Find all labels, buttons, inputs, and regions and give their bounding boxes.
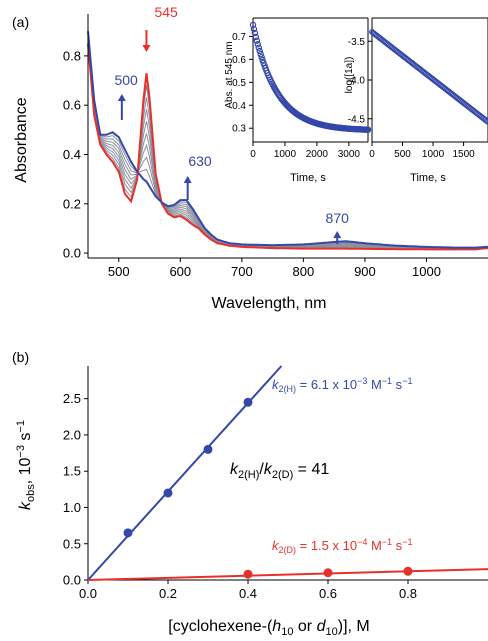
x-tick-label: 800 xyxy=(293,264,315,279)
peak-label-500: 500 xyxy=(114,72,138,88)
spectra-traces xyxy=(87,31,488,251)
x-tick-label: 0.8 xyxy=(399,586,417,601)
x-tick-label: 0.4 xyxy=(239,586,257,601)
x-tick-label: 700 xyxy=(231,264,253,279)
y-tick-label: 0.0 xyxy=(63,246,81,261)
x-tick-label: 500 xyxy=(394,149,411,160)
x-tick-label: 3000 xyxy=(338,149,361,160)
inset2-x-label: Time, s xyxy=(410,172,446,184)
y-tick-label: 1.0 xyxy=(63,500,81,515)
panel-a-axes: 500 600 700 800 900 1000 0.0 0.2 0.4 0.6 0.8 xyxy=(63,14,488,279)
y-tick-label: 0.2 xyxy=(63,196,81,211)
y-tick-label: -4.5 xyxy=(348,114,366,125)
x-tick-label: 1000 xyxy=(412,264,441,279)
panel-a: (a) Absorbance Wavelength, nm 500 600 700 8… xyxy=(12,4,488,312)
panel-b-label: (b) xyxy=(12,349,29,365)
x-tick-label: 0 xyxy=(369,149,375,160)
data-point-k2(D) xyxy=(323,568,333,578)
y-tick-label: 0.6 xyxy=(63,98,81,113)
inset1-point xyxy=(250,25,258,33)
y-tick-label: 1.5 xyxy=(63,464,81,479)
y-tick-label: 2.0 xyxy=(63,427,81,442)
inset1-point xyxy=(255,44,262,51)
data-point-k2(H) xyxy=(123,528,133,538)
inset2-y-label: log([1a]) xyxy=(344,57,355,94)
x-tick-label: 0.6 xyxy=(319,586,337,601)
y-axis-label: Absorbance xyxy=(13,97,30,182)
panel-b-plot: 0.0 0.2 0.4 0.6 0.8 0.0 0.5 1.0 1.5 2.0 2.5 xyxy=(63,365,488,601)
peak-arrow-head xyxy=(183,176,192,183)
inset2-plot: 0 500 1000 1500 -3.5 -4.0 -4.5 xyxy=(348,17,488,160)
peak-label-870: 870 xyxy=(326,210,350,226)
x-axis-label: Wavelength, nm xyxy=(211,295,326,312)
x-tick-label: 0 xyxy=(250,149,256,160)
y-tick-label: -4.0 xyxy=(348,76,366,87)
x-tick-label: 2000 xyxy=(306,149,329,160)
y-tick-label: 0.8 xyxy=(63,48,81,63)
y-tick-label: 0.5 xyxy=(63,536,81,551)
x-axis-label-b: [cyclohexene-(h10 or d10)], M xyxy=(168,618,369,638)
x-tick-label: 0.2 xyxy=(159,586,177,601)
y-tick-label: 0.4 xyxy=(63,147,81,162)
y-tick-label: 2.5 xyxy=(63,391,81,406)
inset1-point xyxy=(249,21,257,29)
inset1-point xyxy=(364,126,372,133)
inset-log-vs-time: log([1a]) Time, s 0 500 1000 1500 -3.5 -4.0 -4… xyxy=(344,17,488,184)
kh-label: k2(H) = 6.1 x 10−3 M−1 s−1 xyxy=(272,376,412,394)
x-tick-label: 600 xyxy=(169,264,191,279)
x-tick-label: 1500 xyxy=(452,149,475,160)
y-tick-label: -3.5 xyxy=(348,37,366,48)
x-tick-label: 0.0 xyxy=(79,586,97,601)
x-tick-label: 900 xyxy=(354,264,376,279)
kd-label: k2(D) = 1.5 x 10−4 M−1 s−1 xyxy=(272,537,412,555)
y-tick-label: 0.3 xyxy=(232,124,246,135)
inset1-point xyxy=(254,41,261,48)
inset1-point xyxy=(258,53,265,61)
inset2-point xyxy=(483,118,488,124)
y-axis-label-b: kobs, 10−3 s−1 xyxy=(15,420,37,510)
peak-arrow-head xyxy=(117,94,126,101)
ratio-label: k2(H)/k2(D) = 41 xyxy=(230,461,329,481)
x-tick-label: 1000 xyxy=(422,149,445,160)
inset-abs-vs-time: Abs. at 545 nm Time, s 0 1000 2000 30000.30… xyxy=(224,17,372,184)
fit-line-k2(D) xyxy=(87,568,488,581)
inset1-point xyxy=(256,47,263,55)
data-point-k2(D) xyxy=(243,569,253,579)
data-point-k2(H) xyxy=(203,444,213,454)
data-point-k2(H) xyxy=(243,397,253,407)
final-spectrum xyxy=(87,31,488,249)
panel-b: (b) 0.0 0.2 0.4 0.6 0.8 0.0 0.5 1.0 1.5 2.0 2.5 ko… xyxy=(12,349,488,638)
data-point-k2(H) xyxy=(163,488,173,498)
inset1-point xyxy=(259,56,266,64)
peak-arrow-head xyxy=(142,45,151,52)
inset1-point xyxy=(253,37,261,44)
y-tick-label: 0.7 xyxy=(232,32,246,43)
y-tick-label: 0.5 xyxy=(232,78,246,89)
y-tick-label: 0.4 xyxy=(232,101,246,112)
panel-a-label: (a) xyxy=(12,14,29,30)
x-tick-label: 500 xyxy=(108,264,130,279)
inset1-point xyxy=(251,29,259,37)
inset1-plot: 0 1000 2000 3000 0.3 0.4 0.5 0.6 0.7 xyxy=(232,17,372,160)
peak-arrow-head xyxy=(333,231,342,238)
inset1-point xyxy=(257,50,264,58)
peak-annotations: 545 500 630 870 xyxy=(114,4,349,244)
y-tick-label: 0.0 xyxy=(63,573,81,588)
inset1-y-label: Abs. at 545 nm xyxy=(224,41,235,108)
initial-spectrum xyxy=(87,43,488,251)
data-point-k2(D) xyxy=(403,566,413,576)
peak-label-630: 630 xyxy=(188,153,212,169)
inset2-point xyxy=(485,118,488,125)
inset1-point xyxy=(252,33,260,41)
y-tick-label: 0.6 xyxy=(232,55,246,66)
inset1-x-label: Time, s xyxy=(290,172,326,184)
peak-label-545: 545 xyxy=(154,4,178,20)
x-tick-label: 1000 xyxy=(274,149,297,160)
